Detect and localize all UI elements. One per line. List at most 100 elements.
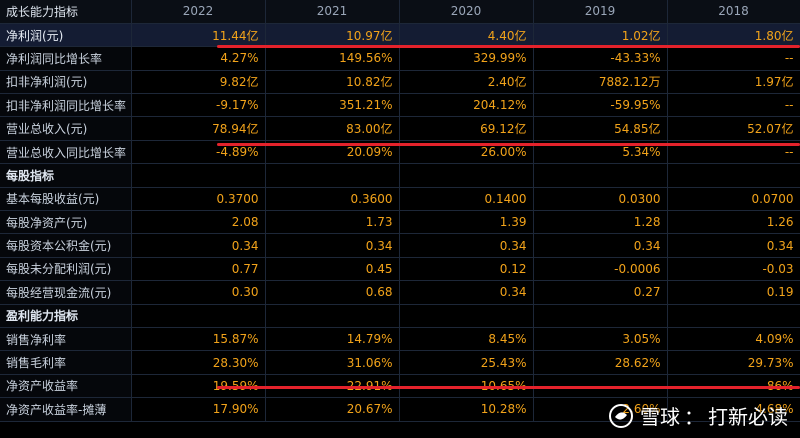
- value-cell: 0.30: [131, 280, 266, 305]
- value-cell: 0.34: [533, 233, 668, 258]
- table-row: 净利润同比增长率 4.27% 149.56% 329.99% -43.33% --: [0, 46, 800, 71]
- value-cell: 28.62%: [533, 350, 668, 375]
- table-row: 每股资本公积金(元) 0.34 0.34 0.34 0.34 0.34: [0, 233, 800, 258]
- value-cell: -0.03: [667, 257, 800, 282]
- value-cell: 0.12: [399, 257, 534, 282]
- value-cell: 83.00亿: [265, 116, 400, 141]
- value-cell: 0.0700: [667, 187, 800, 212]
- section-title: 盈利能力指标: [0, 304, 132, 328]
- value-cell: 351.21%: [265, 93, 400, 118]
- value-cell: 0.0300: [533, 187, 668, 212]
- value-cell: 8.45%: [399, 327, 534, 352]
- table-header-row: 成长能力指标 2022 2021 2020 2019 2018: [0, 0, 800, 24]
- value-cell: 15.87%: [131, 327, 266, 352]
- row-label: 净资产收益率: [0, 374, 132, 399]
- value-cell: 9.82亿: [131, 70, 266, 95]
- value-cell: 0.68: [265, 280, 400, 305]
- value-cell: 17.90%: [131, 397, 266, 422]
- row-label: 净利润(元): [0, 23, 132, 48]
- row-label: 每股资本公积金(元): [0, 233, 132, 258]
- row-label: 每股未分配利润(元): [0, 257, 132, 282]
- section-title: 每股指标: [0, 163, 132, 188]
- watermark-brand: 雪球: [640, 405, 680, 429]
- value-cell: [131, 163, 266, 188]
- xueqiu-watermark: 雪球 ： 打新必读: [608, 401, 788, 430]
- row-label: 销售毛利率: [0, 350, 132, 375]
- value-cell: 25.43%: [399, 350, 534, 375]
- growth-indicators-table: 成长能力指标 2022 2021 2020 2019 2018 净利润(元) 11…: [0, 0, 800, 422]
- value-cell: 29.73%: [667, 350, 800, 375]
- value-cell: 10.97亿: [265, 23, 400, 48]
- value-cell: 1.28: [533, 210, 668, 235]
- value-cell: 20.09%: [265, 140, 400, 165]
- year-column-header[interactable]: 2018: [667, 0, 800, 24]
- value-cell: 14.79%: [265, 327, 400, 352]
- year-column-header[interactable]: 2021: [265, 0, 400, 24]
- net-profit-underline: [217, 45, 800, 48]
- row-label: 营业总收入(元): [0, 116, 132, 141]
- table-row: 每股经营现金流(元) 0.30 0.68 0.34 0.27 0.19: [0, 280, 800, 305]
- value-cell: 0.1400: [399, 187, 534, 212]
- value-cell: 2.60%: [533, 397, 668, 422]
- section-header-row: 每股指标: [0, 163, 800, 188]
- value-cell: 2.08: [131, 210, 266, 235]
- row-label: 每股净资产(元): [0, 210, 132, 235]
- row-label: 销售净利率: [0, 327, 132, 352]
- value-cell: 1.02亿: [533, 23, 668, 48]
- year-column-header[interactable]: 2019: [533, 0, 668, 24]
- value-cell: 2.40亿: [399, 70, 534, 95]
- table-row: 扣非净利润同比增长率 -9.17% 351.21% 204.12% -59.95% --: [0, 93, 800, 118]
- value-cell: 204.12%: [399, 93, 534, 118]
- value-cell: -59.95%: [533, 93, 668, 118]
- value-cell: -4.89%: [131, 140, 266, 165]
- value-cell: 0.19: [667, 280, 800, 305]
- row-label: 每股经营现金流(元): [0, 280, 132, 305]
- value-cell: 0.34: [399, 233, 534, 258]
- value-cell: 0.3600: [265, 187, 400, 212]
- row-label: 扣非净利润同比增长率: [0, 93, 132, 118]
- value-cell: 4.27%: [131, 46, 266, 71]
- value-cell: [399, 304, 534, 328]
- value-cell: -9.17%: [131, 93, 266, 118]
- table-row: 每股未分配利润(元) 0.77 0.45 0.12 -0.0006 -0.03: [0, 257, 800, 282]
- revenue-underline: [217, 143, 800, 146]
- value-cell: [533, 304, 668, 328]
- value-cell: 329.99%: [399, 46, 534, 71]
- value-cell: 1.39: [399, 210, 534, 235]
- table-row: 净利润(元) 11.44亿 10.97亿 4.40亿 1.02亿 1.80亿: [0, 23, 800, 48]
- value-cell: 0.34: [131, 233, 266, 258]
- table-row: 每股净资产(元) 2.08 1.73 1.39 1.28 1.26: [0, 210, 800, 235]
- value-cell: 78.94亿: [131, 116, 266, 141]
- row-label: 扣非净利润(元): [0, 70, 132, 95]
- value-cell: 0.27: [533, 280, 668, 305]
- value-cell: -43.33%: [533, 46, 668, 71]
- value-cell: 1.73: [265, 210, 400, 235]
- value-cell: 0.77: [131, 257, 266, 282]
- table-row: 营业总收入同比增长率 -4.89% 20.09% 26.00% 5.34% --: [0, 140, 800, 165]
- value-cell: 20.67%: [265, 397, 400, 422]
- gross-margin-underline: [217, 386, 800, 389]
- value-cell: 0.34: [399, 280, 534, 305]
- value-cell: 0.34: [667, 233, 800, 258]
- value-cell: [265, 304, 400, 328]
- table-row: 营业总收入(元) 78.94亿 83.00亿 69.12亿 54.85亿 52.07亿: [0, 116, 800, 141]
- year-column-header[interactable]: 2022: [131, 0, 266, 24]
- row-label: 营业总收入同比增长率: [0, 140, 132, 165]
- value-cell: 1.80亿: [667, 23, 800, 48]
- value-cell: -0.0006: [533, 257, 668, 282]
- section-header-row: 盈利能力指标: [0, 304, 800, 328]
- header-label: 成长能力指标: [0, 0, 132, 24]
- table-row: 销售净利率 15.87% 14.79% 8.45% 3.05% 4.09%: [0, 327, 800, 352]
- table-row: 基本每股收益(元) 0.3700 0.3600 0.1400 0.0300 0.0700: [0, 187, 800, 212]
- snowball-logo-icon: [609, 403, 633, 428]
- table-row: 扣非净利润(元) 9.82亿 10.82亿 2.40亿 7882.12万 1.97亿: [0, 70, 800, 95]
- value-cell: 11.44亿: [131, 23, 266, 48]
- table-row: 销售毛利率 28.30% 31.06% 25.43% 28.62% 29.73%: [0, 350, 800, 375]
- watermark-author: 打新必读: [708, 405, 788, 429]
- value-cell: 4.09%: [667, 327, 800, 352]
- row-label: 净利润同比增长率: [0, 46, 132, 71]
- year-column-header[interactable]: 2020: [399, 0, 534, 24]
- value-cell: 0.34: [265, 233, 400, 258]
- value-cell: 7882.12万: [533, 70, 668, 95]
- value-cell: 28.30%: [131, 350, 266, 375]
